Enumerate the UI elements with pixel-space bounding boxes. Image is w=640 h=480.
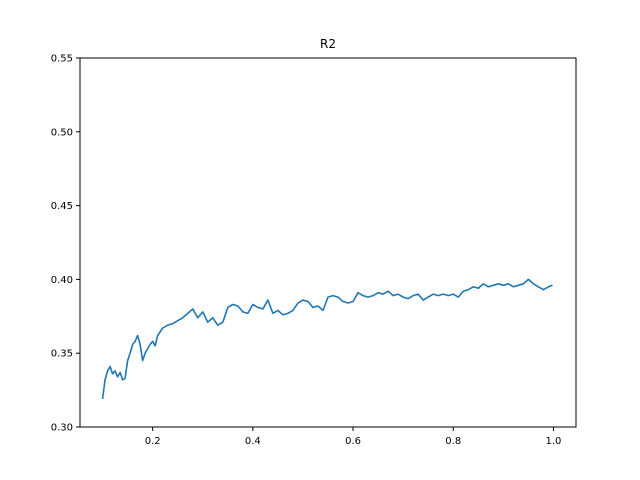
y-tick-label: 0.50 bbox=[51, 127, 73, 138]
x-tick-label: 0.4 bbox=[245, 436, 261, 447]
y-tick-label: 0.30 bbox=[51, 423, 73, 434]
plot-area bbox=[101, 278, 553, 400]
series-line bbox=[101, 278, 553, 400]
x-tick-label: 1.0 bbox=[546, 436, 562, 447]
x-tick-label: 0.8 bbox=[445, 436, 461, 447]
y-tick-label: 0.40 bbox=[51, 275, 73, 286]
y-tick-label: 0.35 bbox=[51, 349, 73, 360]
x-tick-label: 0.6 bbox=[345, 436, 361, 447]
x-axis: 0.2 0.4 0.6 0.8 1.0 bbox=[145, 427, 562, 447]
chart-title: R2 bbox=[320, 37, 336, 51]
y-tick-label: 0.55 bbox=[51, 54, 73, 65]
x-tick-label: 0.2 bbox=[145, 436, 161, 447]
y-axis: 0.30 0.35 0.40 0.45 0.50 0.55 bbox=[51, 54, 80, 434]
axes-frame bbox=[79, 57, 577, 428]
y-tick-label: 0.45 bbox=[51, 201, 73, 212]
